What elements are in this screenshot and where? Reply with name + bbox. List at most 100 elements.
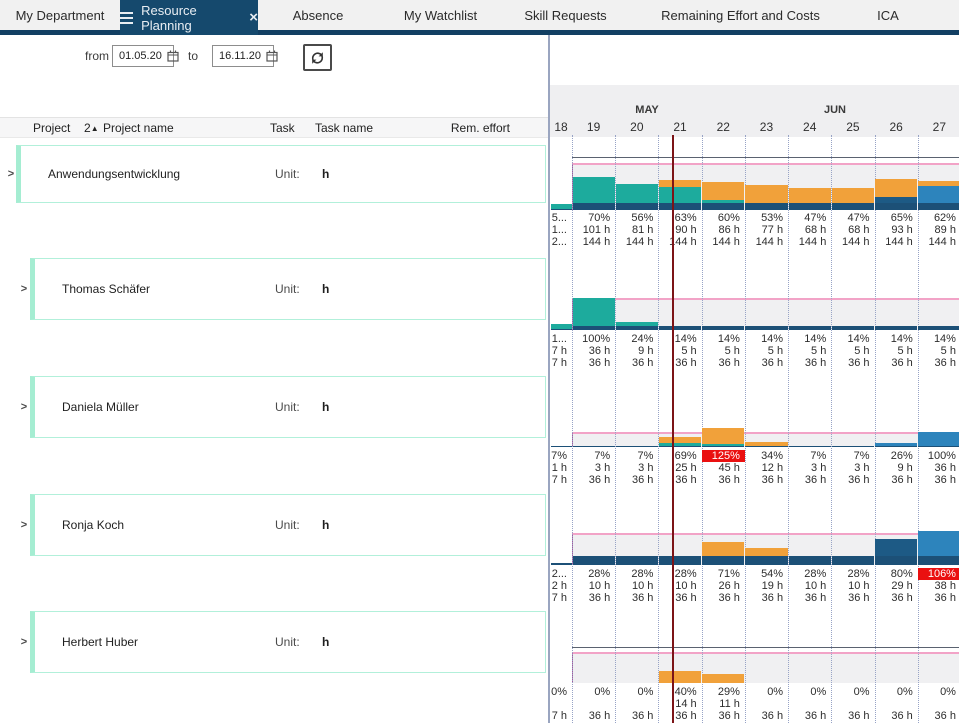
expand-row-button[interactable]: >	[20, 401, 28, 413]
sort-indicator[interactable]: 2▲	[84, 121, 99, 135]
from-date-field[interactable]: 01.05.20	[112, 45, 179, 67]
utilization-bar-segment	[918, 186, 959, 203]
utilization-bar-segment	[572, 177, 615, 203]
resource-name: Daniela Müller	[62, 400, 139, 414]
utilization-percent: 2...	[551, 568, 567, 580]
utilization-percent: 5...	[551, 212, 567, 224]
expand-row-button[interactable]: >	[20, 519, 28, 531]
tab-my-watchlist[interactable]: My Watchlist	[378, 0, 503, 30]
utilization-percent: 14%	[761, 333, 784, 345]
utilization-percent: 54%	[761, 568, 784, 580]
tab-absence[interactable]: Absence	[258, 0, 378, 30]
assigned-hours: 86 h	[718, 224, 740, 236]
utilization-bar-segment	[745, 185, 788, 203]
utilization-bar-segment	[550, 208, 572, 210]
tab-my-department[interactable]: My Department	[0, 0, 120, 30]
capacity-hours: 2...	[551, 236, 567, 248]
tab-skill-requests[interactable]: Skill Requests	[503, 0, 628, 30]
utilization-percent: 0%	[810, 686, 827, 698]
resource-row[interactable]: Anwendungsentwicklung Unit: h	[16, 145, 546, 203]
resource-row[interactable]: Herbert Huber Unit: h	[30, 611, 546, 673]
tab-bar: My Department Resource Planning × Absence My…	[0, 0, 959, 35]
utilization-percent: 28%	[588, 568, 611, 580]
utilization-bar-segment	[658, 187, 702, 203]
utilization-bar-segment	[875, 445, 918, 447]
from-label: from	[85, 49, 109, 63]
utilization-bar-segment	[745, 325, 788, 330]
assigned-hours: 1...	[551, 224, 567, 236]
capacity-hours: 36 h	[718, 357, 740, 369]
tab-underbar	[0, 30, 959, 35]
utilization-bar-segment	[658, 443, 702, 446]
grid-line	[658, 135, 660, 723]
capacity-hours: 36 h	[588, 710, 611, 722]
assigned-hours: 68 h	[804, 224, 827, 236]
capacity-hours: 36 h	[891, 474, 913, 486]
tab-resource-planning[interactable]: Resource Planning ×	[120, 0, 258, 35]
utilization-bar-segment	[702, 445, 745, 447]
capacity-hours: 7 h	[551, 474, 567, 486]
hamburger-icon[interactable]	[120, 9, 134, 27]
capacity-hours: 144 h	[755, 236, 784, 248]
assigned-hours: 3 h	[638, 462, 654, 474]
utilization-chart-panel: MAY JUN 18 19 20 21 22 23 24 25 26 27 5... 1... 2... 7…	[548, 35, 959, 723]
capacity-hours: 36 h	[761, 474, 784, 486]
utilization-bar-segment	[550, 563, 572, 565]
utilization-bar-segment	[658, 202, 702, 210]
utilization-percent: 28%	[631, 568, 654, 580]
utilization-percent: 47%	[847, 212, 870, 224]
expand-row-button[interactable]: >	[20, 636, 28, 648]
utilization-bar-segment	[918, 202, 959, 210]
capacity-hours: 36 h	[675, 592, 697, 604]
refresh-arrows-icon	[311, 51, 324, 64]
assigned-hours: 29 h	[891, 580, 913, 592]
assigned-hours: 36 h	[934, 462, 956, 474]
column-header-project[interactable]: Project	[33, 121, 71, 135]
utilization-bar-segment	[831, 556, 875, 565]
column-header-task[interactable]: Task	[270, 121, 295, 135]
utilization-bar-segment	[831, 325, 875, 330]
column-header-project-name[interactable]: Project name	[103, 121, 174, 135]
calendar-icon[interactable]	[167, 50, 179, 62]
capacity-hours: 36 h	[632, 474, 654, 486]
close-icon[interactable]: ×	[249, 9, 258, 26]
resource-row[interactable]: Ronja Koch Unit: h	[30, 494, 546, 556]
expand-row-button[interactable]: >	[7, 168, 15, 180]
assigned-hours: 12 h	[761, 462, 784, 474]
refresh-button[interactable]	[303, 44, 332, 71]
planned-capacity-line	[572, 157, 959, 158]
utilization-bar-segment	[875, 196, 918, 203]
tab-label: Skill Requests	[524, 7, 607, 23]
capacity-hours: 36 h	[934, 592, 956, 604]
utilization-bar-segment	[658, 436, 702, 444]
utilization-bar-segment	[550, 204, 572, 209]
utilization-percent: 28%	[674, 568, 697, 580]
resource-row[interactable]: Thomas Schäfer Unit: h	[30, 258, 546, 320]
tab-ica[interactable]: ICA	[853, 0, 923, 30]
capacity-hours: 144 h	[712, 236, 740, 248]
utilization-bar-segment	[572, 325, 615, 330]
tab-label: Remaining Effort and Costs	[661, 7, 820, 23]
capacity-hours: 36 h	[718, 592, 740, 604]
utilization-percent: 62%	[933, 212, 956, 224]
assigned-hours: 3 h	[594, 462, 611, 474]
utilization-bar-segment	[615, 325, 658, 330]
capacity-hours: 36 h	[848, 592, 870, 604]
assigned-hours: 5 h	[940, 345, 956, 357]
utilization-bar-segment	[788, 325, 831, 330]
tab-remaining-effort-and-costs[interactable]: Remaining Effort and Costs	[628, 0, 853, 30]
capacity-hours: 36 h	[761, 710, 784, 722]
expand-row-button[interactable]: >	[20, 283, 28, 295]
utilization-bar-segment	[831, 445, 875, 447]
to-date-field[interactable]: 16.11.20	[212, 45, 278, 67]
utilization-bar-segment	[831, 187, 875, 203]
capacity-hours: 36 h	[891, 357, 913, 369]
column-header-rem-effort[interactable]: Rem. effort	[450, 121, 510, 135]
column-header-task-name[interactable]: Task name	[315, 121, 374, 135]
utilization-percent: 1...	[551, 333, 567, 345]
utilization-bar-segment	[572, 445, 615, 447]
calendar-icon[interactable]	[266, 50, 278, 62]
utilization-bar-segment	[875, 539, 918, 557]
resource-row[interactable]: Daniela Müller Unit: h	[30, 376, 546, 438]
unit-label: Unit:	[275, 282, 300, 296]
